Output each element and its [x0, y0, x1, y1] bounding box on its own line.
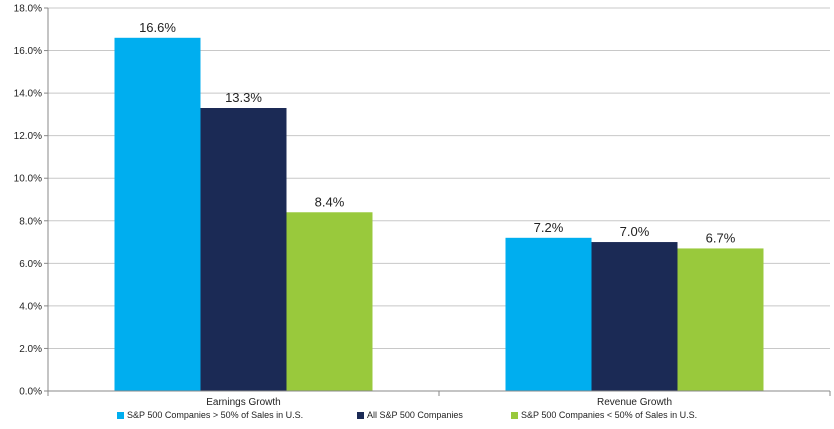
data-label: 8.4%: [315, 194, 345, 209]
x-category-label: Revenue Growth: [597, 397, 672, 408]
y-tick-label: 18.0%: [14, 4, 42, 15]
legend: S&P 500 Companies > 50% of Sales in U.S.…: [0, 410, 834, 426]
bar-chart: 0.0% 2.0% 4.0% 6.0% 8.0% 10.0% 12.0% 14.0% 16.0%…: [14, 4, 831, 408]
bar: [114, 37, 201, 392]
bars: 16.6% 13.3% 8.4% 7.2% 7.0% 6.7%: [114, 20, 764, 392]
data-label: 7.0%: [620, 224, 650, 239]
x-axis: Earnings Growth Revenue Growth: [47, 390, 831, 408]
y-tick-label: 0.0%: [19, 387, 42, 398]
legend-label: S&P 500 Companies > 50% of Sales in U.S.: [127, 410, 304, 420]
legend-swatch: [117, 411, 124, 419]
legend-item: S&P 500 Companies > 50% of Sales in U.S.: [117, 410, 303, 420]
y-tick-label: 12.0%: [14, 131, 42, 142]
y-tick-label: 14.0%: [14, 89, 42, 100]
legend-label: S&P 500 Companies < 50% of Sales in U.S.: [521, 410, 698, 420]
y-tick-label: 6.0%: [19, 259, 42, 270]
bar: [200, 108, 287, 391]
legend-swatch: [511, 411, 518, 419]
legend-swatch: [357, 411, 364, 419]
data-label: 6.7%: [706, 230, 736, 245]
y-tick-label: 2.0%: [19, 344, 42, 355]
y-tick-label: 10.0%: [14, 174, 42, 185]
y-tick-label: 4.0%: [19, 301, 42, 312]
legend-label: All S&P 500 Companies: [367, 410, 463, 420]
y-tick-label: 8.0%: [19, 216, 42, 227]
x-category-label: Earnings Growth: [206, 397, 280, 408]
data-label: 13.3%: [225, 90, 262, 105]
bar: [505, 237, 592, 391]
data-label: 7.2%: [534, 220, 564, 235]
bar: [286, 212, 373, 391]
y-tick-label: 16.0%: [14, 46, 42, 57]
legend-item: S&P 500 Companies < 50% of Sales in U.S.: [511, 410, 697, 420]
y-axis: 0.0% 2.0% 4.0% 6.0% 8.0% 10.0% 12.0% 14.0% 16.0%…: [14, 4, 49, 398]
legend-item: All S&P 500 Companies: [357, 410, 463, 420]
data-label: 16.6%: [139, 20, 176, 35]
bar: [591, 242, 678, 391]
bar: [677, 248, 764, 391]
